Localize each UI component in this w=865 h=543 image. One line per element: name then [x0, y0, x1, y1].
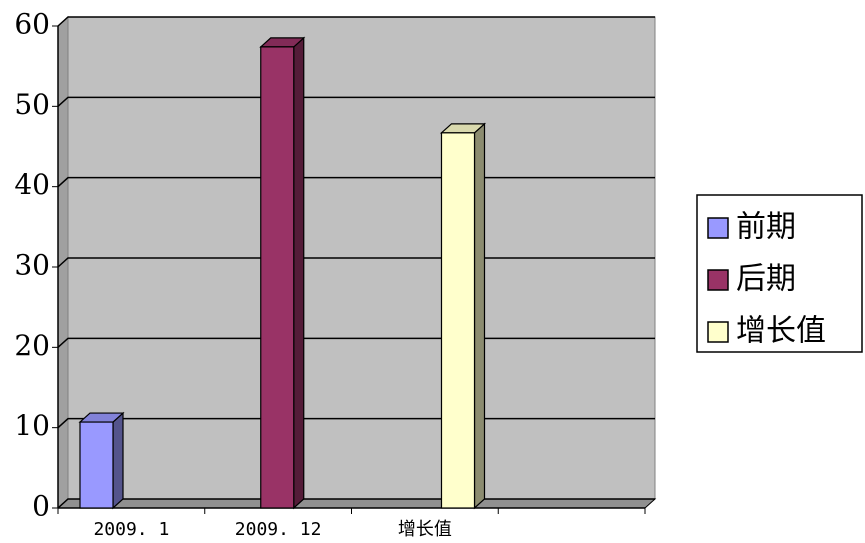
bar [79, 421, 114, 509]
legend-label: 后期 [736, 262, 796, 297]
bar-side [293, 36, 305, 510]
y-tick-label: 50 [14, 88, 50, 121]
x-tick-label: 增长值 [398, 519, 452, 540]
x-tick-label: 2009. 1 [93, 519, 169, 540]
legend-swatch [707, 217, 729, 239]
bar-side [473, 122, 486, 510]
grid-line [57, 16, 655, 27]
grid-line [57, 96, 655, 107]
bar [260, 46, 295, 509]
y-tick-label: 10 [14, 409, 50, 442]
legend-swatch [707, 321, 729, 343]
bar [440, 132, 476, 509]
y-tick-label: 0 [32, 490, 50, 523]
bar-side [112, 411, 124, 510]
y-tick-label: 30 [14, 249, 50, 282]
y-tick-label: 40 [14, 168, 50, 201]
y-tick-label: 60 [14, 8, 50, 41]
x-tick-label: 2009. 12 [235, 519, 322, 540]
floor [56, 498, 657, 509]
legend-label: 增长值 [736, 314, 826, 349]
legend-swatch [707, 269, 729, 291]
legend-label: 前期 [736, 210, 796, 245]
y-tick-label: 20 [14, 329, 50, 362]
